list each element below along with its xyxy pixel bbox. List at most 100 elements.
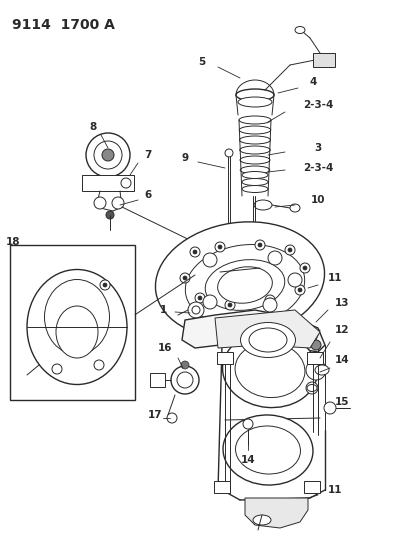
Ellipse shape bbox=[223, 333, 318, 408]
Bar bbox=[313, 53, 335, 67]
Ellipse shape bbox=[240, 146, 270, 154]
Bar bbox=[304, 481, 320, 493]
Ellipse shape bbox=[223, 415, 313, 485]
Circle shape bbox=[215, 242, 225, 252]
Ellipse shape bbox=[315, 365, 329, 375]
Ellipse shape bbox=[242, 172, 268, 179]
Ellipse shape bbox=[45, 279, 109, 354]
Circle shape bbox=[198, 296, 202, 300]
Ellipse shape bbox=[242, 185, 268, 192]
Ellipse shape bbox=[241, 322, 296, 358]
Circle shape bbox=[243, 419, 253, 429]
Ellipse shape bbox=[242, 179, 268, 185]
Circle shape bbox=[258, 243, 262, 247]
Circle shape bbox=[94, 197, 106, 209]
Text: 4: 4 bbox=[309, 77, 317, 87]
Polygon shape bbox=[182, 310, 325, 352]
Circle shape bbox=[298, 288, 302, 292]
Circle shape bbox=[295, 285, 305, 295]
Ellipse shape bbox=[249, 328, 287, 352]
Circle shape bbox=[285, 245, 295, 255]
Text: 6: 6 bbox=[144, 190, 151, 200]
Circle shape bbox=[300, 263, 310, 273]
Circle shape bbox=[311, 340, 321, 350]
Text: 2-3-4: 2-3-4 bbox=[303, 100, 333, 110]
Circle shape bbox=[288, 248, 292, 252]
Ellipse shape bbox=[239, 116, 271, 124]
Text: 8: 8 bbox=[90, 122, 97, 132]
Circle shape bbox=[106, 211, 114, 219]
Circle shape bbox=[255, 240, 265, 250]
Ellipse shape bbox=[236, 89, 274, 101]
Circle shape bbox=[103, 283, 107, 287]
Circle shape bbox=[167, 413, 177, 423]
Circle shape bbox=[102, 149, 114, 161]
Text: 14: 14 bbox=[335, 355, 349, 365]
Ellipse shape bbox=[295, 27, 305, 34]
Circle shape bbox=[192, 306, 200, 314]
Text: 7: 7 bbox=[144, 150, 152, 160]
Circle shape bbox=[203, 253, 217, 267]
Circle shape bbox=[263, 298, 277, 312]
Circle shape bbox=[177, 372, 193, 388]
Ellipse shape bbox=[27, 270, 127, 384]
Ellipse shape bbox=[307, 384, 317, 392]
Ellipse shape bbox=[253, 515, 271, 525]
Ellipse shape bbox=[156, 222, 324, 338]
Ellipse shape bbox=[240, 166, 270, 174]
Text: 15: 15 bbox=[335, 397, 349, 407]
Circle shape bbox=[121, 178, 131, 188]
Circle shape bbox=[180, 273, 190, 283]
Ellipse shape bbox=[238, 97, 272, 107]
Text: 9114  1700 A: 9114 1700 A bbox=[12, 18, 115, 32]
Text: 1: 1 bbox=[160, 305, 166, 315]
Text: 10: 10 bbox=[311, 195, 325, 205]
Circle shape bbox=[171, 366, 199, 394]
Circle shape bbox=[303, 266, 307, 270]
Ellipse shape bbox=[254, 200, 272, 210]
Ellipse shape bbox=[205, 260, 285, 310]
Circle shape bbox=[86, 133, 130, 177]
Text: 14: 14 bbox=[241, 455, 255, 465]
Circle shape bbox=[203, 295, 217, 309]
Text: 18: 18 bbox=[6, 237, 20, 247]
Text: 5: 5 bbox=[198, 57, 206, 67]
Circle shape bbox=[228, 303, 232, 307]
Text: 12: 12 bbox=[335, 325, 349, 335]
Ellipse shape bbox=[217, 267, 272, 303]
Text: 9: 9 bbox=[181, 153, 189, 163]
Circle shape bbox=[195, 293, 205, 303]
Circle shape bbox=[225, 300, 235, 310]
Text: 16: 16 bbox=[158, 343, 172, 353]
Ellipse shape bbox=[185, 245, 305, 326]
Circle shape bbox=[193, 250, 197, 254]
Ellipse shape bbox=[240, 156, 270, 164]
Text: 2-3-4: 2-3-4 bbox=[303, 163, 333, 173]
Circle shape bbox=[306, 360, 326, 380]
Circle shape bbox=[181, 361, 189, 369]
Circle shape bbox=[306, 382, 318, 394]
Circle shape bbox=[225, 149, 233, 157]
Bar bbox=[10, 245, 135, 400]
Polygon shape bbox=[245, 498, 308, 528]
Bar bbox=[150, 373, 165, 387]
Bar bbox=[307, 352, 323, 364]
Circle shape bbox=[190, 247, 200, 257]
Bar bbox=[214, 481, 230, 493]
Circle shape bbox=[288, 273, 302, 287]
Ellipse shape bbox=[239, 136, 271, 144]
Circle shape bbox=[188, 302, 204, 318]
Circle shape bbox=[324, 402, 336, 414]
Bar bbox=[217, 352, 233, 364]
Polygon shape bbox=[215, 310, 320, 348]
Text: 17: 17 bbox=[148, 410, 162, 420]
Text: 3: 3 bbox=[314, 143, 322, 153]
Circle shape bbox=[100, 280, 110, 290]
Circle shape bbox=[52, 364, 62, 374]
Text: 13: 13 bbox=[335, 298, 349, 308]
Ellipse shape bbox=[235, 342, 305, 398]
Ellipse shape bbox=[290, 204, 300, 212]
Text: 11: 11 bbox=[328, 485, 342, 495]
Circle shape bbox=[112, 197, 124, 209]
Ellipse shape bbox=[56, 306, 98, 358]
